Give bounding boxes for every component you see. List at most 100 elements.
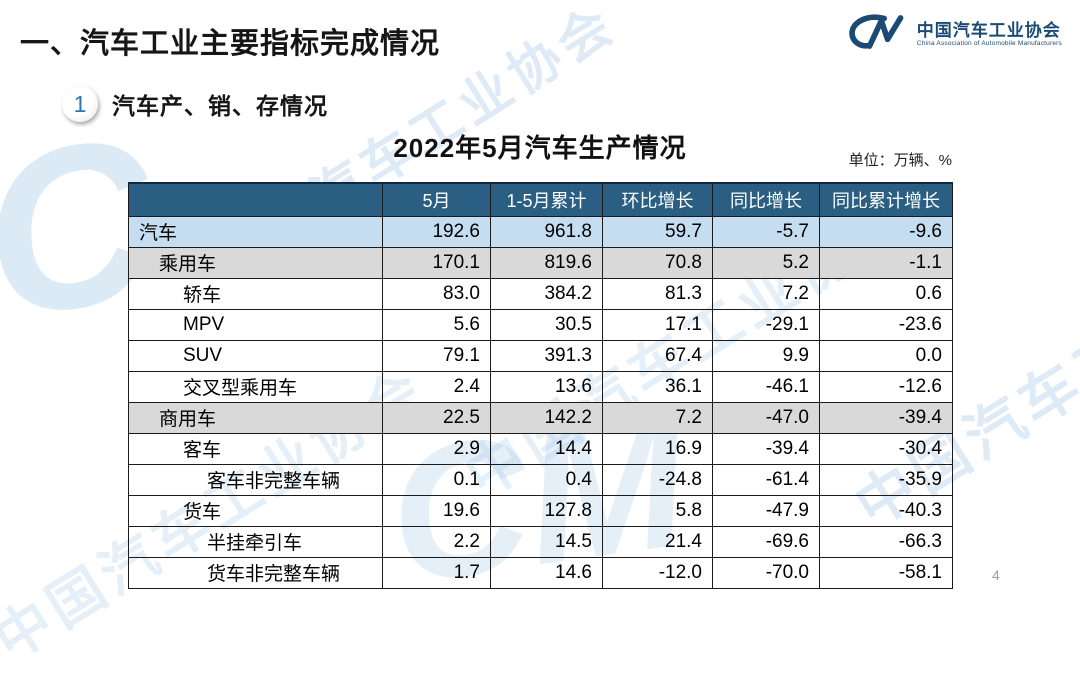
value-cell: 5.2 — [712, 246, 820, 279]
value-cell: -70.0 — [712, 556, 820, 589]
table-title: 2022年5月汽车生产情况 — [393, 133, 687, 163]
value-cell: -61.4 — [712, 463, 820, 496]
value-cell: -66.3 — [819, 525, 953, 558]
value-cell: -9.6 — [819, 215, 953, 248]
table-row: 货车 19.6 127.8 5.8 -47.9 -40.3 — [128, 494, 953, 527]
value-cell: 81.3 — [602, 277, 713, 310]
value-cell: -35.9 — [819, 463, 953, 496]
value-cell: -46.1 — [712, 370, 820, 403]
logo-title-cn: 中国汽车工业协会 — [916, 20, 1061, 40]
value-cell: 36.1 — [602, 370, 713, 403]
value-cell: 79.1 — [382, 339, 491, 372]
row-label-cell: MPV — [128, 308, 383, 341]
logo-title-en: China Association of Automobile Manufact… — [916, 40, 1062, 48]
section-number-badge: 1 — [62, 86, 98, 122]
section-title: 汽车产、销、存情况 — [112, 93, 328, 119]
table-row: 乘用车 170.1 819.6 70.8 5.2 -1.1 — [128, 246, 953, 279]
production-table-container: 5月 1-5月累计 环比增长 同比增长 同比累计增长 汽车 192.6 961.8 59.7-… — [128, 182, 953, 589]
value-cell: 819.6 — [490, 246, 603, 279]
value-cell: 127.8 — [490, 494, 603, 527]
value-cell: 2.9 — [382, 432, 491, 465]
page-title: 一、汽车工业主要指标完成情况 — [20, 28, 441, 60]
value-cell: 170.1 — [382, 246, 491, 279]
value-cell: -47.9 — [712, 494, 820, 527]
value-cell: -69.6 — [712, 525, 820, 558]
table-row: 商用车 22.5 142.2 7.2 -47.0 -39.4 — [128, 401, 953, 434]
value-cell: 192.6 — [382, 215, 491, 248]
table-row: MPV 5.6 30.5 17.1 -29.1 -23.6 — [128, 308, 953, 341]
table-header-row: 5月 1-5月累计 环比增长 同比增长 同比累计增长 — [128, 182, 953, 217]
column-header: 同比累计增长 — [819, 182, 953, 217]
value-cell: -29.1 — [712, 308, 820, 341]
row-label-cell: 交叉型乘用车 — [128, 370, 383, 403]
value-cell: 2.4 — [382, 370, 491, 403]
value-cell: 17.1 — [602, 308, 713, 341]
row-label-cell: 乘用车 — [128, 246, 383, 279]
value-cell: 14.4 — [490, 432, 603, 465]
table-row: 汽车 192.6 961.8 59.7 -5.7 -9.6 — [128, 215, 953, 248]
value-cell: 2.2 — [382, 525, 491, 558]
section-header: 1 汽车产、销、存情况 — [62, 86, 328, 122]
value-cell: -1.1 — [819, 246, 953, 279]
value-cell: 13.6 — [490, 370, 603, 403]
table-row: 客车 2.9 14.4 16.9 -39.4 -30.4 — [128, 432, 953, 465]
column-header: 同比增长 — [712, 182, 820, 217]
row-label-cell: 轿车 — [128, 277, 383, 310]
value-cell: -24.8 — [602, 463, 713, 496]
value-cell: 0.0 — [819, 339, 953, 372]
unit-label: 单位：万辆、% — [848, 152, 952, 169]
value-cell: -39.4 — [712, 432, 820, 465]
table-body: 汽车 192.6 961.8 59.7 -5.7 -9.6 乘用车 170.1 819.6 70.… — [128, 215, 953, 589]
value-cell: 21.4 — [602, 525, 713, 558]
value-cell: -23.6 — [819, 308, 953, 341]
column-header: 1-5月累计 — [490, 182, 603, 217]
column-header — [128, 182, 383, 217]
value-cell: 22.5 — [382, 401, 491, 434]
value-cell: -58.1 — [819, 556, 953, 589]
value-cell: 70.8 — [602, 246, 713, 279]
value-cell: 1.7 — [382, 556, 491, 589]
row-label-cell: 汽车 — [128, 215, 383, 248]
value-cell: 9.9 — [712, 339, 820, 372]
value-cell: -12.0 — [602, 556, 713, 589]
value-cell: -39.4 — [819, 401, 953, 434]
value-cell: 391.3 — [490, 339, 603, 372]
row-label-cell: 货车 — [128, 494, 383, 527]
row-label-cell: 客车 — [128, 432, 383, 465]
value-cell: -30.4 — [819, 432, 953, 465]
value-cell: 142.2 — [490, 401, 603, 434]
value-cell: -5.7 — [712, 215, 820, 248]
table-row: 客车非完整车辆 0.1 0.4 -24.8 -61.4 -35.9 — [128, 463, 953, 496]
production-table: 5月 1-5月累计 环比增长 同比增长 同比累计增长 汽车 192.6 961.8 59.7-… — [128, 182, 953, 589]
value-cell: 7.2 — [602, 401, 713, 434]
value-cell: 30.5 — [490, 308, 603, 341]
value-cell: 7.2 — [712, 277, 820, 310]
value-cell: 5.8 — [602, 494, 713, 527]
value-cell: 19.6 — [382, 494, 491, 527]
table-row: SUV 79.1 391.3 67.4 9.9 0.0 — [128, 339, 953, 372]
value-cell: 384.2 — [490, 277, 603, 310]
row-label-cell: SUV — [128, 339, 383, 372]
page-number: 4 — [992, 567, 1000, 583]
value-cell: -47.0 — [712, 401, 820, 434]
value-cell: -12.6 — [819, 370, 953, 403]
value-cell: 83.0 — [382, 277, 491, 310]
column-header: 5月 — [382, 182, 491, 217]
value-cell: 0.6 — [819, 277, 953, 310]
cm-monogram-icon — [847, 12, 909, 57]
row-label-cell: 半挂牵引车 — [128, 525, 383, 558]
value-cell: 67.4 — [602, 339, 713, 372]
value-cell: 0.4 — [490, 463, 603, 496]
table-row: 轿车 83.0 384.2 81.3 7.2 0.6 — [128, 277, 953, 310]
column-header: 环比增长 — [602, 182, 713, 217]
value-cell: 16.9 — [602, 432, 713, 465]
value-cell: 59.7 — [602, 215, 713, 248]
value-cell: 14.5 — [490, 525, 603, 558]
value-cell: 5.6 — [382, 308, 491, 341]
value-cell: 0.1 — [382, 463, 491, 496]
caam-logo: 中国汽车工业协会 China Association of Automobile… — [847, 12, 1062, 57]
row-label-cell: 货车非完整车辆 — [128, 556, 383, 589]
table-row: 交叉型乘用车 2.4 13.6 36.1 -46.1 -12.6 — [128, 370, 953, 403]
table-row: 货车非完整车辆 1.7 14.6 -12.0 -70.0 -58.1 — [128, 556, 953, 589]
row-label-cell: 客车非完整车辆 — [128, 463, 383, 496]
